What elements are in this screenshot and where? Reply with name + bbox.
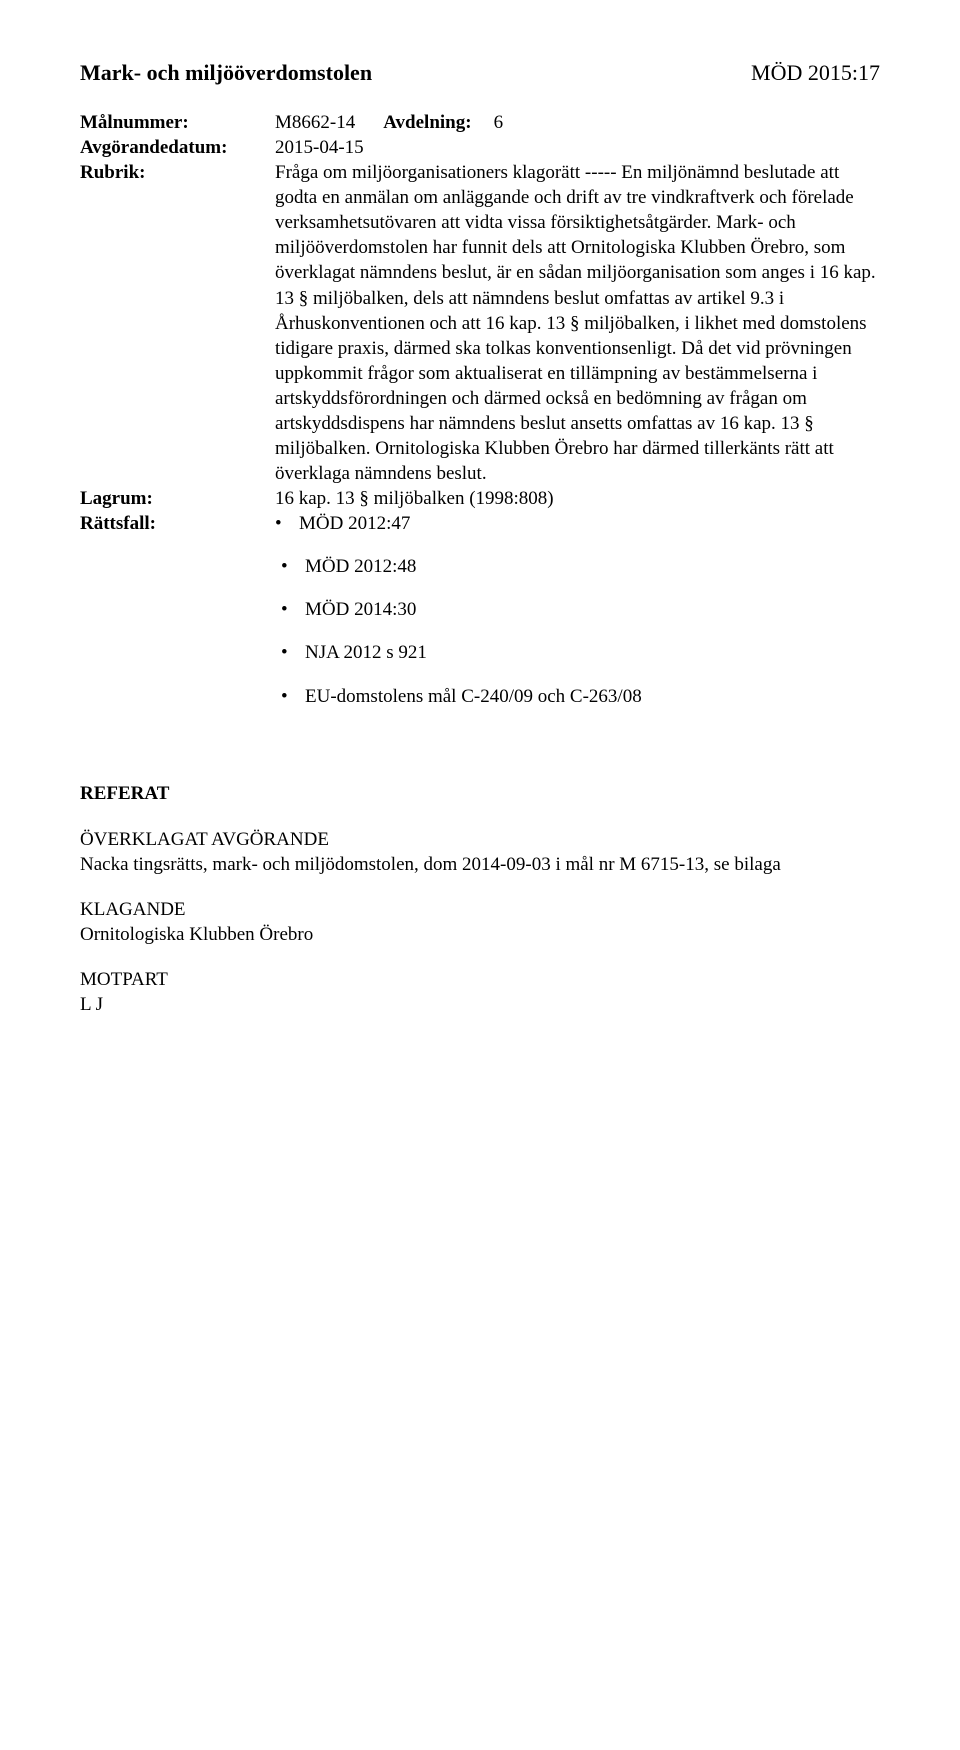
klagande-block: KLAGANDE Ornitologiska Klubben Örebro [80,897,880,947]
motpart-text: L J [80,994,103,1015]
rattsfall-bullet-icon: • [275,511,299,536]
rattsfall-bullet-icon: • [281,554,305,579]
header-row: Mark- och miljööverdomstolen MÖD 2015:17 [80,60,880,86]
rattsfall-item-text: NJA 2012 s 921 [305,642,427,663]
motpart-block: MOTPART L J [80,967,880,1017]
case-reference: MÖD 2015:17 [751,60,880,86]
rattsfall-bullet-icon: • [281,640,305,665]
rubrik-value: Fråga om miljöorganisationers klagorätt … [275,160,880,486]
rattsfall-first-text: MÖD 2012:47 [299,513,410,534]
lagrum-label: Lagrum: [80,486,275,511]
rattsfall-bullet-icon: • [281,684,305,709]
rattsfall-bullet-icon: • [281,597,305,622]
rattsfall-list-container: •MÖD 2012:48•MÖD 2014:30•NJA 2012 s 921•… [275,536,880,726]
avdelning-label: Avdelning: [383,110,471,135]
rattsfall-item: •MÖD 2014:30 [275,597,880,622]
rattsfall-list: •MÖD 2012:48•MÖD 2014:30•NJA 2012 s 921•… [275,554,880,708]
malnummer-row: M8662-14 Avdelning: 6 [275,110,880,135]
malnummer-label: Målnummer: [80,110,275,135]
avgorandedatum-label: Avgörandedatum: [80,135,275,160]
klagande-text: Ornitologiska Klubben Örebro [80,924,313,945]
avgorandedatum-value: 2015-04-15 [275,135,880,160]
klagande-label: KLAGANDE [80,899,186,920]
rattsfall-item-text: MÖD 2012:48 [305,556,416,577]
document-page: Mark- och miljööverdomstolen MÖD 2015:17… [0,0,960,1077]
rattsfall-item: •EU-domstolens mål C-240/09 och C-263/08 [275,684,880,709]
rattsfall-first-value: •MÖD 2012:47 [275,511,880,536]
rattsfall-label: Rättsfall: [80,511,275,536]
rubrik-label: Rubrik: [80,160,275,486]
referat-section: REFERAT ÖVERKLAGAT AVGÖRANDE Nacka tings… [80,783,880,1017]
overklagat-label: ÖVERKLAGAT AVGÖRANDE [80,829,329,850]
avdelning-value: 6 [494,110,504,135]
rattsfall-item-text: MÖD 2014:30 [305,599,416,620]
motpart-label: MOTPART [80,969,168,990]
rattsfall-item: •NJA 2012 s 921 [275,640,880,665]
rattsfall-item-text: EU-domstolens mål C-240/09 och C-263/08 [305,686,642,707]
malnummer-value: M8662-14 [275,110,355,135]
rattsfall-item: •MÖD 2012:48 [275,554,880,579]
metadata-block: Målnummer: M8662-14 Avdelning: 6 Avgöran… [80,110,880,727]
rattsfall-spacer [80,536,275,726]
overklagat-text: Nacka tingsrätts, mark- och miljödomstol… [80,854,781,875]
lagrum-value: 16 kap. 13 § miljöbalken (1998:808) [275,486,880,511]
overklagat-block: ÖVERKLAGAT AVGÖRANDE Nacka tingsrätts, m… [80,827,880,877]
referat-heading: REFERAT [80,783,880,805]
court-name: Mark- och miljööverdomstolen [80,60,372,86]
